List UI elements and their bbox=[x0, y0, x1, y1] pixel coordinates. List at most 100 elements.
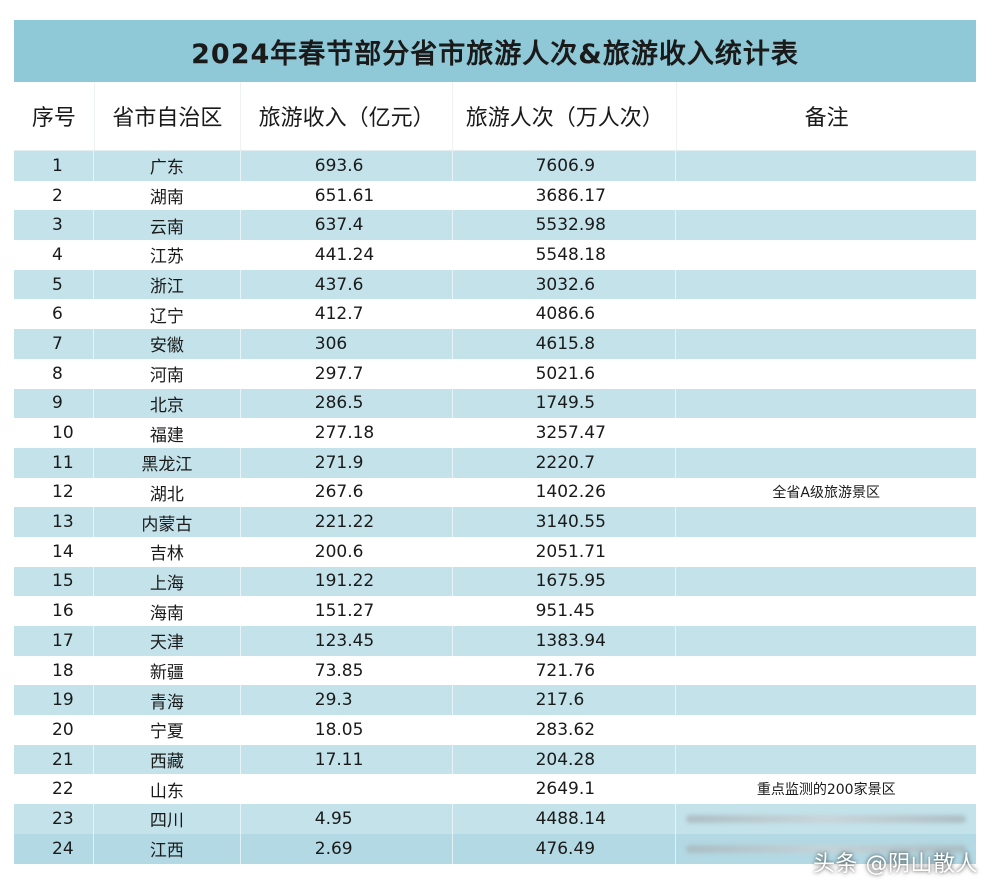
cell-revenue: 191.22 bbox=[241, 566, 453, 597]
stats-table: 2024年春节部分省市旅游人次&旅游收入统计表 序号 省市自治区 旅游收入（亿元… bbox=[14, 20, 976, 864]
cell-note bbox=[676, 359, 976, 389]
cell-region: 江苏 bbox=[94, 240, 241, 270]
cell-revenue bbox=[241, 774, 453, 805]
cell-visitors: 204.28 bbox=[453, 744, 677, 775]
header-revenue: 旅游收入（亿元） bbox=[241, 82, 454, 150]
header-note: 备注 bbox=[804, 106, 849, 131]
cell-note bbox=[676, 181, 976, 211]
table-row: 8 河南 297.7 5021.6 bbox=[14, 358, 976, 389]
cell-region: 河南 bbox=[94, 358, 241, 389]
cell-visitors: 1675.95 bbox=[453, 566, 677, 597]
cell-revenue: 306 bbox=[241, 329, 453, 359]
cell-revenue: 73.85 bbox=[241, 655, 453, 686]
cell-region: 浙江 bbox=[94, 269, 241, 300]
cell-revenue: 17.11 bbox=[241, 744, 453, 775]
cell-index: 18 bbox=[14, 655, 94, 686]
cell-visitors: 217.6 bbox=[453, 685, 677, 716]
cell-visitors: 4615.8 bbox=[453, 329, 677, 359]
table-row: 18 新疆 73.85 721.76 bbox=[14, 655, 976, 686]
cell-note bbox=[676, 745, 976, 775]
cell-visitors: 3686.17 bbox=[453, 180, 677, 211]
cell-revenue: 2.69 bbox=[241, 833, 453, 864]
cell-note bbox=[676, 834, 976, 864]
cell-index: 12 bbox=[14, 477, 94, 508]
cell-note bbox=[676, 448, 976, 478]
cell-note: 全省A级旅游景区 bbox=[772, 485, 880, 502]
cell-visitors: 2649.1 bbox=[453, 774, 677, 805]
cell-index: 17 bbox=[14, 626, 94, 656]
cell-visitors: 476.49 bbox=[453, 833, 677, 864]
cell-visitors: 7606.9 bbox=[453, 151, 677, 181]
table-row: 2 湖南 651.61 3686.17 bbox=[14, 180, 976, 211]
table-row: 12 湖北 267.6 1402.26 全省A级旅游景区 bbox=[14, 477, 976, 508]
cell-note bbox=[676, 507, 976, 537]
cell-revenue: 693.6 bbox=[241, 151, 453, 181]
table-row: 1 广东 693.6 7606.9 bbox=[14, 151, 976, 181]
cell-visitors: 1402.26 bbox=[453, 477, 677, 508]
header-index: 序号 bbox=[14, 82, 95, 150]
cell-region: 广东 bbox=[94, 151, 241, 181]
cell-visitors: 2051.71 bbox=[453, 536, 677, 567]
cell-note bbox=[676, 715, 976, 745]
table-row: 5 浙江 437.6 3032.6 bbox=[14, 269, 976, 300]
table-row: 14 吉林 200.6 2051.71 bbox=[14, 536, 976, 567]
cell-note bbox=[676, 656, 976, 686]
cell-region: 山东 bbox=[94, 774, 241, 805]
cell-visitors: 721.76 bbox=[453, 655, 677, 686]
cell-revenue: 286.5 bbox=[241, 388, 453, 419]
cell-revenue: 441.24 bbox=[241, 240, 453, 270]
cell-visitors: 5532.98 bbox=[453, 210, 677, 241]
table-row: 20 宁夏 18.05 283.62 bbox=[14, 715, 976, 745]
table-header-row: 序号 省市自治区 旅游收入（亿元） 旅游人次（万人次） 备注 bbox=[14, 82, 976, 151]
cell-note bbox=[676, 151, 976, 181]
cell-note bbox=[676, 270, 976, 300]
table-row: 19 青海 29.3 217.6 bbox=[14, 685, 976, 716]
cell-note: 重点监测的200家景区 bbox=[756, 782, 896, 799]
cell-note bbox=[676, 329, 976, 359]
cell-region: 福建 bbox=[94, 418, 241, 448]
cell-visitors: 1383.94 bbox=[453, 626, 677, 656]
cell-revenue: 277.18 bbox=[241, 418, 453, 448]
cell-index: 19 bbox=[14, 685, 94, 716]
cell-index: 11 bbox=[14, 447, 94, 478]
cell-index: 15 bbox=[14, 566, 94, 597]
cell-index: 14 bbox=[14, 536, 94, 567]
cell-revenue: 221.22 bbox=[241, 507, 453, 537]
table-row: 3 云南 637.4 5532.98 bbox=[14, 210, 976, 241]
cell-note bbox=[676, 567, 976, 597]
cell-revenue: 267.6 bbox=[241, 477, 453, 508]
table-row: 13 内蒙古 221.22 3140.55 bbox=[14, 507, 976, 537]
cell-note bbox=[676, 626, 976, 656]
cell-region: 湖南 bbox=[94, 180, 241, 211]
cell-region: 吉林 bbox=[94, 536, 241, 567]
cell-region: 上海 bbox=[94, 566, 241, 597]
cell-index: 2 bbox=[14, 180, 94, 211]
cell-region: 黑龙江 bbox=[94, 447, 241, 478]
cell-revenue: 29.3 bbox=[241, 685, 453, 716]
cell-note bbox=[676, 389, 976, 419]
cell-note bbox=[676, 685, 976, 715]
table-row: 9 北京 286.5 1749.5 bbox=[14, 388, 976, 419]
cell-region: 辽宁 bbox=[94, 299, 241, 330]
cell-note bbox=[676, 537, 976, 567]
header-region: 省市自治区 bbox=[95, 82, 242, 150]
table-row: 21 西藏 17.11 204.28 bbox=[14, 744, 976, 775]
cell-region: 新疆 bbox=[94, 655, 241, 686]
cell-revenue: 4.95 bbox=[241, 804, 453, 834]
cell-region: 江西 bbox=[94, 833, 241, 864]
blurred-note bbox=[686, 814, 967, 823]
cell-index: 8 bbox=[14, 358, 94, 389]
cell-visitors: 3032.6 bbox=[453, 269, 677, 300]
table-row: 6 辽宁 412.7 4086.6 bbox=[14, 299, 976, 330]
cell-region: 天津 bbox=[94, 626, 241, 656]
cell-visitors: 3140.55 bbox=[453, 507, 677, 537]
cell-revenue: 412.7 bbox=[241, 299, 453, 330]
cell-region: 安徽 bbox=[94, 329, 241, 359]
cell-revenue: 651.61 bbox=[241, 180, 453, 211]
cell-index: 23 bbox=[14, 804, 94, 834]
table-title: 2024年春节部分省市旅游人次&旅游收入统计表 bbox=[14, 20, 976, 82]
table-row: 10 福建 277.18 3257.47 bbox=[14, 418, 976, 448]
cell-index: 13 bbox=[14, 507, 94, 537]
cell-revenue: 297.7 bbox=[241, 358, 453, 389]
table-row: 24 江西 2.69 476.49 bbox=[14, 833, 976, 864]
